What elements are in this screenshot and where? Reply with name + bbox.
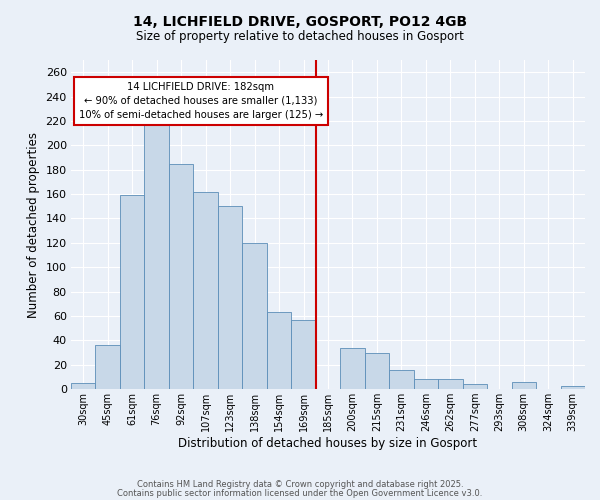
- Bar: [242, 243, 267, 389]
- Bar: [169, 164, 193, 389]
- Text: Size of property relative to detached houses in Gosport: Size of property relative to detached ho…: [136, 30, 464, 43]
- Bar: [389, 370, 413, 389]
- X-axis label: Distribution of detached houses by size in Gosport: Distribution of detached houses by size …: [178, 437, 478, 450]
- Bar: [438, 380, 463, 389]
- Text: 14, LICHFIELD DRIVE, GOSPORT, PO12 4GB: 14, LICHFIELD DRIVE, GOSPORT, PO12 4GB: [133, 15, 467, 29]
- Bar: [365, 352, 389, 389]
- Bar: [291, 320, 316, 389]
- Bar: [560, 386, 585, 389]
- Bar: [512, 382, 536, 389]
- Bar: [340, 348, 365, 389]
- Bar: [95, 346, 120, 389]
- Y-axis label: Number of detached properties: Number of detached properties: [27, 132, 40, 318]
- Bar: [413, 380, 438, 389]
- Text: Contains public sector information licensed under the Open Government Licence v3: Contains public sector information licen…: [118, 488, 482, 498]
- Bar: [218, 206, 242, 389]
- Bar: [463, 384, 487, 389]
- Bar: [71, 383, 95, 389]
- Text: Contains HM Land Registry data © Crown copyright and database right 2025.: Contains HM Land Registry data © Crown c…: [137, 480, 463, 489]
- Text: 14 LICHFIELD DRIVE: 182sqm
← 90% of detached houses are smaller (1,133)
10% of s: 14 LICHFIELD DRIVE: 182sqm ← 90% of deta…: [79, 82, 323, 120]
- Bar: [145, 124, 169, 389]
- Bar: [193, 192, 218, 389]
- Bar: [120, 196, 145, 389]
- Bar: [267, 312, 291, 389]
